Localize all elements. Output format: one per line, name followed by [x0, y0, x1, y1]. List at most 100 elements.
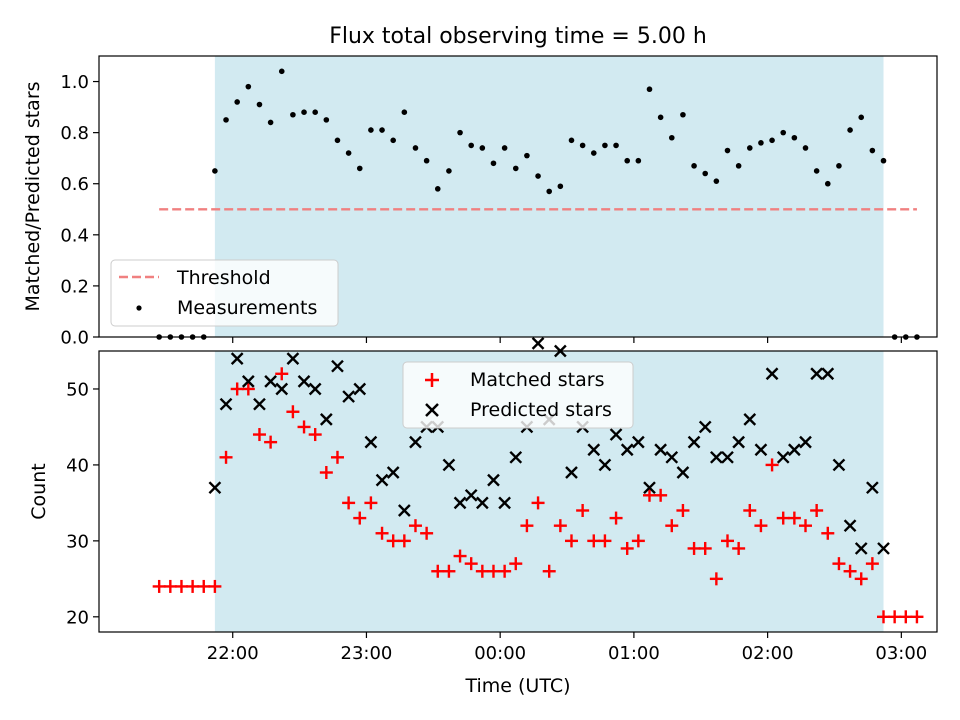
measurement-point: [746, 145, 753, 151]
measurement-point: [624, 157, 631, 164]
ratio-axes-frame: [98, 55, 938, 338]
predicted-star-point: [331, 359, 344, 373]
matched-star-point: [475, 564, 489, 578]
predicted-star-point: [475, 496, 489, 510]
predicted-legend-label: Predicted stars: [470, 399, 612, 421]
matched-star-point: [776, 511, 790, 525]
count-legend: Matched stars Predicted stars: [402, 361, 634, 429]
matched-star-point: [821, 526, 835, 540]
matched-star-point: [564, 534, 578, 548]
predicted-legend-swatch: [425, 403, 439, 417]
predicted-star-point: [754, 443, 768, 457]
predicted-star-point: [665, 450, 679, 464]
matched-star-point: [754, 519, 768, 533]
measurement-point: [212, 168, 218, 174]
matched-star-point: [743, 503, 757, 517]
predicted-star-point: [765, 367, 779, 381]
matched-star-point: [286, 405, 300, 419]
measurement-point: [446, 168, 452, 174]
measurement-point: [290, 111, 296, 118]
matched-star-point: [542, 564, 556, 578]
y-tick-label: 20: [66, 607, 89, 628]
predicted-star-point: [364, 435, 378, 449]
y-tick-label: 0.0: [60, 328, 89, 349]
predicted-star-point: [509, 450, 523, 464]
measurement-point: [278, 68, 285, 75]
y-tick-label: 50: [66, 379, 89, 400]
predicted-star-point: [654, 443, 667, 457]
matched-star-point: [219, 450, 233, 464]
x-axis-label: Time (UTC): [464, 675, 570, 697]
predicted-star-point: [498, 496, 511, 510]
matched-star-point: [810, 503, 824, 517]
measurement-point: [356, 165, 363, 172]
predicted-star-point: [821, 367, 835, 381]
matched-star-point: [609, 511, 623, 525]
matched-star-point: [174, 579, 188, 593]
matched-star-point: [553, 519, 567, 533]
predicted-star-point: [732, 435, 745, 449]
matched-star-point: [275, 367, 289, 381]
ratio-y-axis-label: Matched/Predicted stars: [22, 81, 44, 311]
measurement-point: [824, 180, 831, 187]
predicted-star-point: [319, 413, 333, 426]
matched-legend-label: Matched stars: [470, 369, 604, 391]
measurement-point: [635, 157, 642, 164]
matched-star-point: [308, 428, 322, 442]
x-tick-label: 23:00: [341, 643, 393, 664]
measurement-point: [479, 145, 486, 151]
matched-star-point: [698, 541, 712, 555]
measurement-point: [234, 99, 240, 105]
count-axes-frame: [98, 350, 938, 633]
matched-star-point: [642, 488, 656, 502]
threshold-legend-label: Threshold: [176, 267, 271, 289]
count-y-ticks: 20 30 40 50: [66, 379, 99, 628]
matched-star-point: [230, 382, 244, 396]
measurement-point: [423, 157, 430, 164]
predicted-star-point: [230, 352, 244, 365]
ratio-legend: Threshold Measurements: [110, 259, 339, 327]
count-x-ticks: 22:00 23:00 00:00 01:00 02:00 03:00: [207, 632, 927, 664]
matched-star-point: [375, 526, 389, 540]
predicted-star-point: [643, 481, 656, 495]
measurement-point: [847, 127, 853, 133]
matched-star-point: [152, 579, 166, 593]
matched-star-point: [598, 534, 612, 548]
y-tick-label: 0.8: [60, 123, 89, 144]
matched-legend-swatch: [425, 373, 439, 387]
matched-star-point: [631, 534, 645, 548]
measurement-point: [256, 101, 263, 108]
predicted-star-point: [799, 435, 812, 449]
matched-star-point: [576, 503, 590, 517]
predicted-star-point: [620, 443, 634, 457]
predicted-star-point: [241, 375, 255, 388]
matched-star-point: [397, 534, 411, 548]
predicted-star-point: [464, 488, 478, 502]
measurement-point: [401, 109, 408, 115]
matched-star-point: [431, 564, 445, 578]
measurement-point: [345, 150, 352, 156]
measurement-point: [813, 168, 820, 174]
predicted-star-point: [854, 542, 868, 555]
measurement-point: [613, 142, 619, 149]
matched-star-point: [353, 511, 367, 525]
measurement-point: [524, 152, 530, 159]
matched-star-point: [453, 549, 467, 563]
matched-star-point: [587, 534, 601, 548]
measurement-point: [267, 119, 274, 126]
predicted-star-point: [609, 428, 623, 441]
predicted-star-point: [866, 481, 879, 495]
count-legend-box: [402, 361, 634, 429]
matched-star-point: [654, 488, 668, 502]
measurement-point: [546, 188, 553, 195]
measurement-point: [590, 150, 597, 156]
predicted-star-point: [208, 481, 222, 495]
measurement-point: [668, 134, 675, 141]
measurement-point: [880, 157, 887, 164]
measurement-point: [769, 137, 775, 144]
measurement-point: [758, 140, 764, 146]
matched-star-point: [408, 519, 422, 533]
measurement-point: [535, 173, 541, 179]
matched-star-point: [832, 557, 846, 571]
